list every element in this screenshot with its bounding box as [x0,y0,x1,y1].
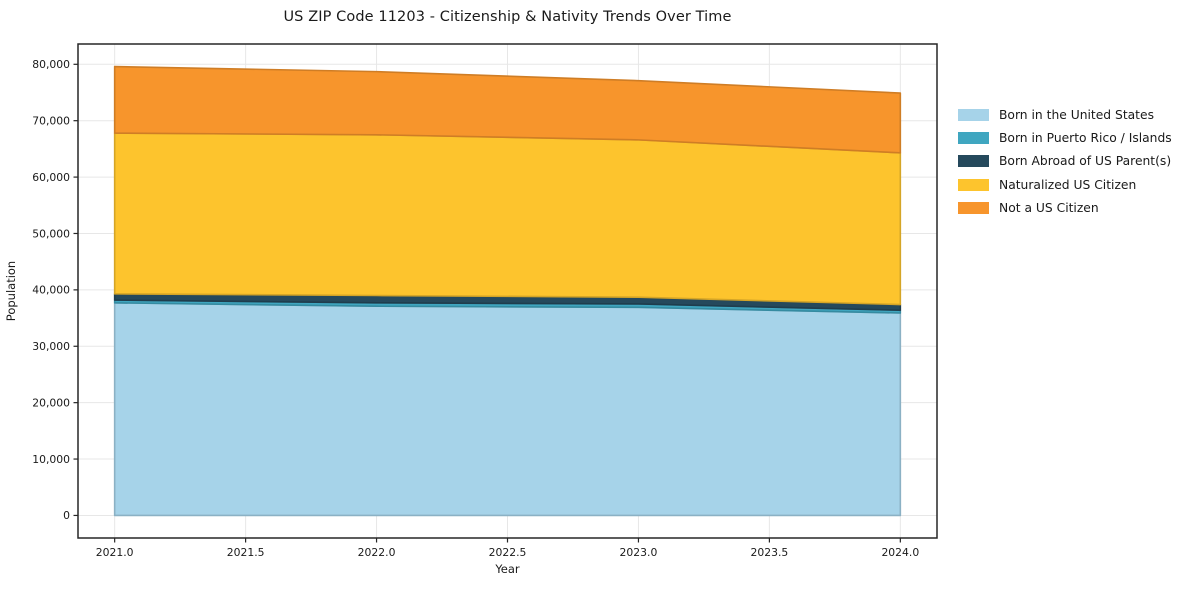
legend-label: Naturalized US Citizen [999,177,1137,192]
svg-text:80,000: 80,000 [32,58,70,71]
svg-text:2022.5: 2022.5 [489,546,527,559]
legend-swatch-icon [958,202,989,215]
legend-label: Not a US Citizen [999,201,1099,216]
legend-label: Born in Puerto Rico / Islands [999,131,1172,146]
svg-text:60,000: 60,000 [32,171,70,184]
legend: Born in the United States Born in Puerto… [958,103,1172,220]
legend-swatch-icon [958,155,989,168]
svg-text:2023.0: 2023.0 [620,546,658,559]
svg-text:50,000: 50,000 [32,227,70,240]
svg-text:2023.5: 2023.5 [750,546,788,559]
svg-text:70,000: 70,000 [32,114,70,127]
legend-swatch-icon [958,178,989,191]
svg-text:2022.0: 2022.0 [358,546,396,559]
svg-text:40,000: 40,000 [32,284,70,297]
svg-text:Population: Population [4,261,18,321]
svg-text:Year: Year [494,562,520,576]
svg-text:2021.0: 2021.0 [96,546,134,559]
legend-label: Born Abroad of US Parent(s) [999,154,1172,169]
legend-label: Born in the United States [999,107,1154,122]
svg-text:30,000: 30,000 [32,340,70,353]
legend-item: Born Abroad of US Parent(s) [958,150,1172,173]
svg-text:10,000: 10,000 [32,453,70,466]
legend-item: Born in the United States [958,103,1172,126]
legend-item: Born in Puerto Rico / Islands [958,126,1172,149]
svg-text:20,000: 20,000 [32,396,70,409]
svg-text:2021.5: 2021.5 [227,546,265,559]
legend-item: Naturalized US Citizen [958,173,1172,196]
legend-item: Not a US Citizen [958,197,1172,220]
legend-swatch-icon [958,132,989,145]
chart-title: US ZIP Code 11203 - Citizenship & Nativi… [283,9,732,25]
svg-text:0: 0 [63,509,70,522]
legend-swatch-icon [958,108,989,121]
svg-text:2024.0: 2024.0 [881,546,919,559]
